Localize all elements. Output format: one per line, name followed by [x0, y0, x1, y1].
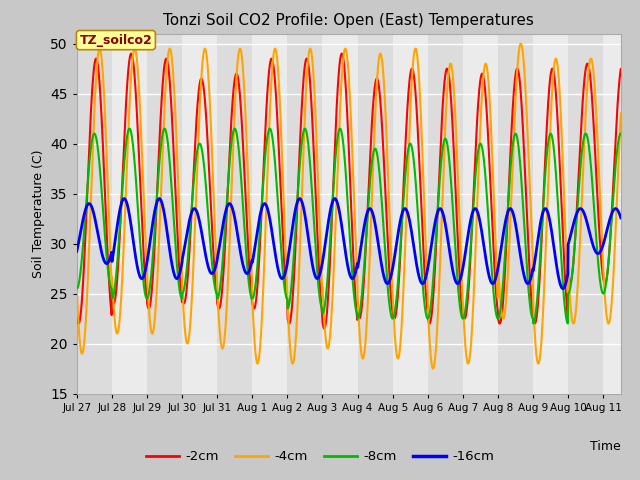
- Bar: [287, 34, 323, 394]
- Bar: [112, 34, 147, 394]
- Bar: [568, 34, 604, 394]
- Bar: [217, 34, 252, 394]
- Bar: [533, 34, 568, 394]
- Bar: [182, 34, 217, 394]
- Bar: [498, 34, 533, 394]
- Legend: -2cm, -4cm, -8cm, -16cm: -2cm, -4cm, -8cm, -16cm: [141, 445, 499, 468]
- Bar: [252, 34, 287, 394]
- Bar: [428, 34, 463, 394]
- Y-axis label: Soil Temperature (C): Soil Temperature (C): [31, 149, 45, 278]
- Bar: [393, 34, 428, 394]
- Bar: [604, 34, 621, 394]
- Title: Tonzi Soil CO2 Profile: Open (East) Temperatures: Tonzi Soil CO2 Profile: Open (East) Temp…: [163, 13, 534, 28]
- Text: Time: Time: [590, 441, 621, 454]
- Bar: [77, 34, 112, 394]
- Text: TZ_soilco2: TZ_soilco2: [79, 34, 152, 47]
- Bar: [463, 34, 498, 394]
- Bar: [323, 34, 358, 394]
- Bar: [358, 34, 393, 394]
- Bar: [147, 34, 182, 394]
